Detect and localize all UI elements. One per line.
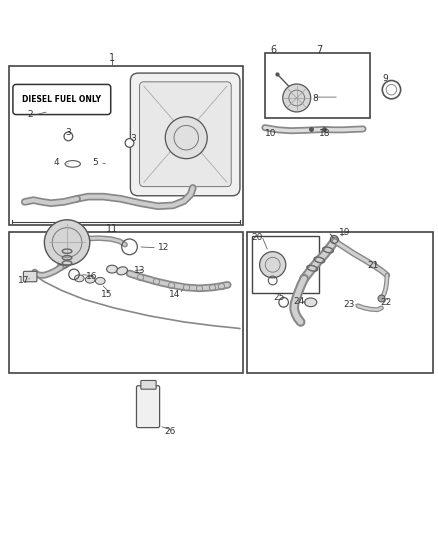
Text: 21: 21 (367, 261, 379, 270)
Bar (252, 236, 319, 293)
Text: 5: 5 (92, 158, 98, 167)
Text: 9: 9 (383, 74, 389, 83)
Circle shape (165, 117, 207, 159)
FancyBboxPatch shape (137, 386, 159, 427)
Text: 22: 22 (381, 298, 392, 307)
Text: 3: 3 (131, 134, 136, 143)
Text: 8: 8 (313, 94, 318, 103)
Ellipse shape (106, 265, 117, 273)
Circle shape (125, 139, 134, 147)
Text: 11: 11 (106, 223, 118, 233)
Text: 20: 20 (252, 233, 263, 242)
Text: 4: 4 (53, 158, 59, 167)
Text: 2: 2 (27, 110, 32, 119)
Text: 10: 10 (265, 129, 276, 138)
Text: 26: 26 (164, 426, 176, 435)
Ellipse shape (74, 275, 84, 282)
Text: 7: 7 (316, 44, 322, 54)
Text: 6: 6 (271, 44, 277, 54)
Ellipse shape (117, 267, 127, 275)
Text: 16: 16 (86, 272, 97, 280)
FancyBboxPatch shape (23, 271, 37, 282)
Text: 15: 15 (101, 290, 113, 300)
FancyBboxPatch shape (140, 82, 231, 187)
Text: 17: 17 (18, 276, 30, 285)
FancyBboxPatch shape (131, 73, 240, 196)
Circle shape (44, 220, 90, 265)
Text: 14: 14 (169, 290, 180, 300)
Text: 24: 24 (293, 297, 304, 306)
Bar (265, 53, 370, 118)
Bar (10, 231, 243, 374)
Text: 25: 25 (274, 293, 285, 302)
Ellipse shape (85, 276, 95, 283)
Circle shape (64, 132, 73, 141)
Ellipse shape (304, 298, 317, 306)
FancyBboxPatch shape (13, 84, 111, 115)
Ellipse shape (95, 277, 105, 285)
Text: 1: 1 (109, 53, 115, 63)
Ellipse shape (65, 160, 81, 167)
FancyBboxPatch shape (141, 381, 156, 389)
Text: DIESEL FUEL ONLY: DIESEL FUEL ONLY (22, 95, 101, 104)
Bar (247, 231, 433, 374)
Text: 3: 3 (65, 128, 71, 137)
Circle shape (283, 84, 311, 112)
Text: 12: 12 (158, 243, 169, 252)
Bar (10, 66, 243, 225)
Circle shape (260, 252, 286, 278)
Text: 19: 19 (339, 228, 350, 237)
Text: 18: 18 (319, 129, 331, 138)
Text: 13: 13 (134, 266, 145, 276)
Text: 23: 23 (343, 300, 355, 309)
